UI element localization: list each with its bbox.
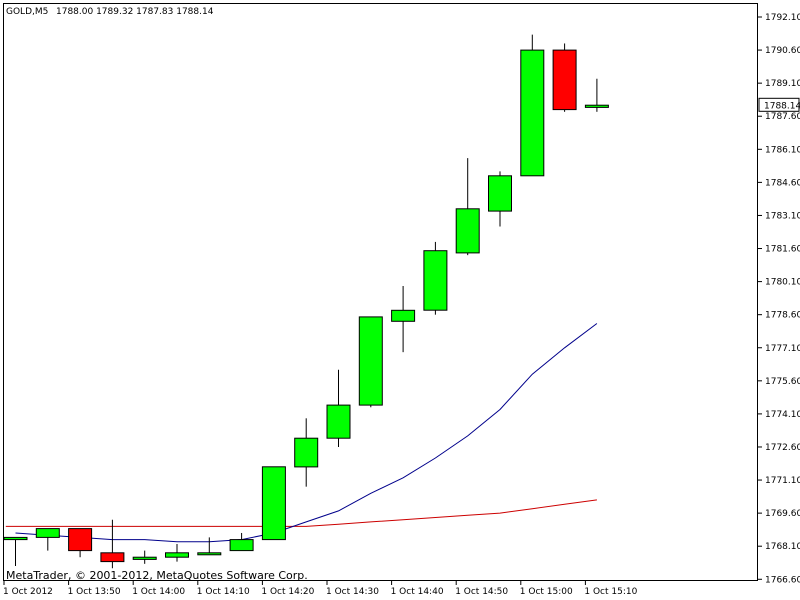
candle-body	[3, 536, 28, 541]
x-tick-label: 1 Oct 14:30	[326, 587, 379, 597]
y-tick-label: 1780.10	[765, 278, 800, 288]
candle	[68, 528, 93, 558]
candle	[552, 43, 577, 112]
candle	[391, 286, 416, 353]
candle-body	[261, 466, 286, 541]
y-tick-label: 1775.60	[765, 377, 800, 387]
copyright-label: MetaTrader, © 2001-2012, MetaQuotes Soft…	[6, 569, 308, 582]
x-tick-label: 1 Oct 13:50	[68, 587, 121, 597]
candle	[132, 550, 157, 564]
current-price-tag	[758, 97, 800, 112]
candle-body	[326, 404, 351, 439]
candle-body	[520, 49, 545, 177]
y-tick-label: 1784.60	[765, 178, 800, 188]
candle	[584, 78, 609, 112]
x-tick-label: 1 Oct 14:00	[132, 587, 185, 597]
candle-body	[294, 437, 319, 468]
time-axis: 1 Oct 2012 1 Oct 13:50 1 Oct 14:00 1 Oct 14…	[3, 581, 638, 597]
candle-body	[132, 556, 157, 560]
candle-body	[584, 104, 609, 108]
candle	[35, 528, 60, 551]
y-tick-label: 1772.60	[765, 443, 800, 453]
x-tick-label: 1 Oct 14:20	[261, 587, 314, 597]
x-tick-label: 1 Oct 14:50	[455, 587, 508, 597]
y-tick-label: 1781.60	[765, 245, 800, 255]
y-tick-label: 1769.60	[765, 509, 800, 519]
candle-body	[165, 552, 189, 558]
candle	[229, 532, 254, 552]
y-tick-label: 1766.60	[765, 575, 800, 585]
y-tick-label: 1774.10	[765, 410, 800, 420]
symbol-label: GOLD,M5	[6, 7, 48, 17]
y-tick-label: 1792.10	[765, 13, 800, 23]
y-tick-label: 1768.10	[765, 542, 800, 552]
candle-body	[35, 528, 60, 538]
candle	[100, 519, 125, 569]
candle	[294, 418, 319, 487]
candle-body	[358, 316, 383, 406]
candle	[261, 466, 286, 541]
x-tick-label: 1 Oct 14:40	[391, 587, 444, 597]
x-tick-label: 1 Oct 14:10	[197, 587, 250, 597]
candle	[326, 369, 351, 447]
y-tick-label: 1771.10	[765, 476, 800, 486]
price-axis: 1792.10 1790.60 1789.10 1787.60 1786.10 1784.…	[758, 13, 800, 585]
candle	[165, 543, 189, 562]
candle-body	[455, 208, 480, 254]
candle-body	[197, 552, 222, 556]
candle	[3, 536, 28, 567]
candle-body	[229, 539, 254, 552]
y-tick-label: 1790.60	[765, 46, 800, 56]
candle-body	[552, 49, 577, 111]
candle-body	[423, 250, 448, 311]
candle-body	[488, 175, 512, 212]
candle	[520, 34, 545, 177]
candle-body	[391, 309, 416, 322]
x-tick-label: 1 Oct 15:00	[520, 587, 573, 597]
candles	[3, 34, 609, 569]
current-price-label: 1788.14	[764, 101, 800, 111]
candle	[488, 171, 512, 227]
candle	[358, 316, 383, 408]
candle-body	[68, 528, 93, 552]
x-tick-label: 1 Oct 15:10	[584, 587, 637, 597]
y-tick-label: 1783.10	[765, 211, 800, 221]
y-tick-label: 1786.10	[765, 145, 800, 155]
candle-body	[100, 552, 125, 563]
y-tick-label: 1789.10	[765, 79, 800, 89]
candle	[197, 537, 222, 556]
ohlc-readout: 1788.00 1789.32 1787.83 1788.14	[56, 7, 214, 17]
x-tick-label: 1 Oct 2012	[3, 587, 53, 597]
y-tick-label: 1777.10	[765, 344, 800, 354]
candle	[423, 241, 448, 315]
y-tick-label: 1787.60	[765, 112, 800, 122]
candle	[455, 158, 480, 256]
y-tick-label: 1778.60	[765, 311, 800, 321]
plot-frame	[3, 3, 758, 581]
